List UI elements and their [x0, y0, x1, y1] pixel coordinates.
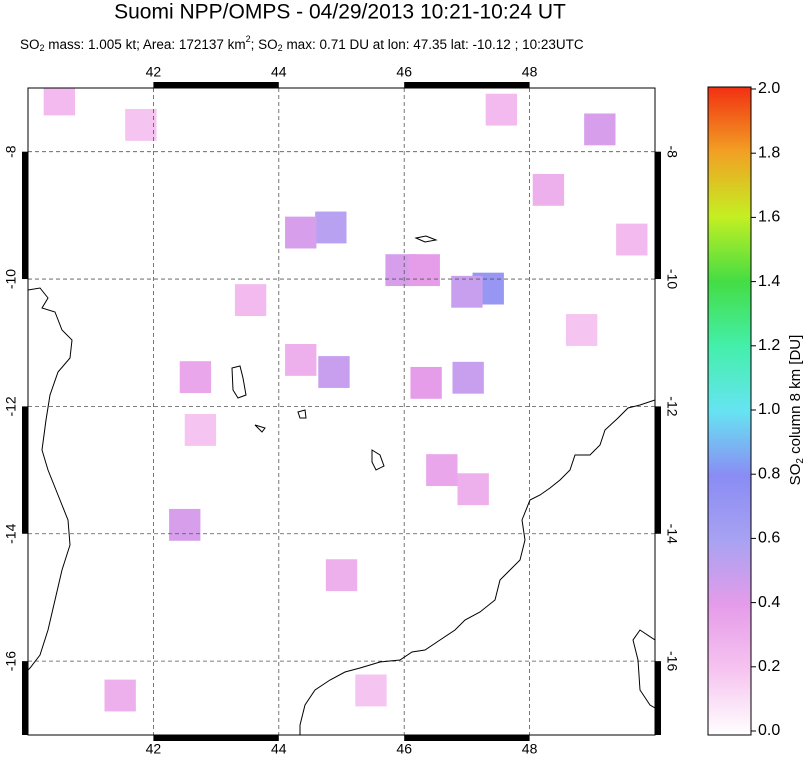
- y-tick-label: -8: [664, 145, 680, 158]
- x-tick-label: 48: [522, 741, 538, 757]
- x-tick-label: 42: [146, 741, 162, 757]
- grid: [28, 88, 655, 735]
- frame-bar: [22, 151, 28, 280]
- frame-bar: [22, 661, 28, 735]
- subtitle-part: 2: [40, 43, 45, 53]
- y-tick-label: -16: [664, 651, 680, 671]
- colorbar-tick-label: 2.0: [758, 80, 780, 97]
- colorbar-tick-label: 1.2: [758, 337, 780, 354]
- subtitle-part: ; SO: [251, 37, 278, 52]
- x-tick-label: 48: [522, 64, 538, 80]
- frame-bar: [655, 151, 661, 280]
- so2-cell: [457, 473, 489, 506]
- colorbar-tick-label: 1.6: [758, 209, 780, 226]
- coast-madagascar: [299, 399, 655, 735]
- so2-cell: [408, 254, 440, 287]
- so2-cell: [325, 559, 358, 592]
- coast-madagascar-south: [632, 629, 655, 709]
- so2-cell: [485, 93, 518, 126]
- so2-cell: [584, 113, 616, 146]
- x-tick-label: 44: [271, 64, 287, 80]
- so2-cell: [285, 216, 317, 249]
- frame-bar: [404, 735, 530, 741]
- frame-bar: [404, 82, 530, 88]
- so2-cell: [43, 88, 76, 116]
- so2-cell: [616, 223, 648, 256]
- x-tick-label: 44: [271, 741, 287, 757]
- so2-cell: [565, 314, 598, 346]
- y-tick-label: -8: [3, 145, 19, 158]
- colorbar-tick-label: 0.4: [758, 594, 780, 611]
- x-tick-label: 42: [146, 64, 162, 80]
- x-tick-label: 46: [396, 64, 412, 80]
- frame-bar: [22, 406, 28, 534]
- so2-cell: [318, 356, 350, 388]
- frame-bar: [153, 735, 279, 741]
- colorbar-label-part: SO: [787, 464, 804, 486]
- so2-cell: [452, 361, 484, 394]
- y-tick-label: -12: [664, 396, 680, 416]
- so2-cell: [104, 679, 136, 712]
- colorbar-tick-label: 0.0: [758, 722, 780, 739]
- so2-cell: [285, 343, 317, 376]
- colorbar-tick-label: 0.2: [758, 658, 780, 675]
- island: [231, 365, 247, 399]
- so2-cell: [179, 361, 212, 394]
- frame-bar: [655, 406, 661, 534]
- cells: [43, 88, 648, 712]
- subtitle-part: 2: [246, 34, 251, 44]
- y-tick-label: -14: [664, 524, 680, 544]
- so2-cell: [451, 275, 483, 308]
- subtitle-part: SO: [20, 37, 40, 52]
- so2-cell: [184, 414, 217, 446]
- y-tick-label: -14: [3, 523, 19, 543]
- subtitle: SO2 mass: 1.005 kt; Area: 172137 km2; SO…: [20, 34, 584, 53]
- colorbar: [707, 86, 752, 736]
- so2-cell: [532, 173, 565, 206]
- coast-africa: [28, 287, 73, 671]
- subtitle-part: 2: [278, 43, 283, 53]
- colorbar-tick-label: 1.0: [758, 401, 780, 418]
- so2-cell: [410, 366, 442, 399]
- frame-bar: [655, 661, 661, 735]
- island: [297, 409, 307, 419]
- colorbar-label-part: column 8 km [DU]: [787, 335, 804, 458]
- colorbar-tick-label: 0.8: [758, 465, 780, 482]
- colorbar-label-part: 2: [795, 458, 806, 464]
- frame-bar: [153, 82, 279, 88]
- so2-cell: [125, 109, 157, 141]
- subtitle-part: max: 0.71 DU at lon: 47.35 lat: -10.12 ;…: [283, 37, 584, 52]
- so2-cell: [426, 454, 458, 487]
- colorbar-tick-label: 1.4: [758, 273, 780, 290]
- x-tick-label: 46: [396, 741, 412, 757]
- y-tick-label: -10: [3, 269, 19, 289]
- colorbar-label: SO2 column 8 km [DU]: [787, 335, 806, 486]
- island: [254, 424, 266, 433]
- chart-title: Suomi NPP/OMPS - 04/29/2013 10:21-10:24 …: [114, 1, 566, 24]
- coastlines: [28, 235, 655, 735]
- y-tick-label: -16: [3, 651, 19, 671]
- island: [371, 449, 385, 471]
- island: [414, 235, 438, 243]
- colorbar-tick-label: 1.8: [758, 144, 780, 161]
- subtitle-part: mass: 1.005 kt; Area: 172137 km: [45, 37, 246, 52]
- frame-bars: [22, 82, 661, 741]
- y-tick-label: -10: [664, 269, 680, 289]
- y-tick-label: -12: [3, 396, 19, 416]
- colorbar-tick-label: 0.6: [758, 530, 780, 547]
- so2-cell: [234, 284, 267, 316]
- so2-cell: [169, 508, 201, 541]
- so2-cell: [355, 674, 387, 707]
- so2-cell: [315, 211, 347, 244]
